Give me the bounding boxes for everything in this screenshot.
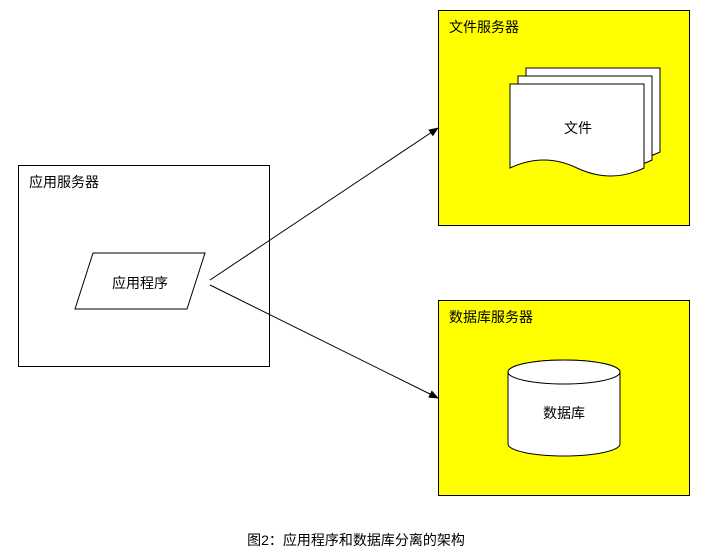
database-label: 数据库 [539, 403, 589, 423]
diagram-svg [0, 0, 712, 557]
arrow-to-db-server [210, 285, 438, 398]
app-program-label: 应用程序 [110, 273, 170, 293]
diagram-caption: 图2：应用程序和数据库分离的架构 [0, 530, 712, 550]
files-label: 文件 [558, 118, 598, 138]
arrow-to-file-server [210, 128, 438, 280]
